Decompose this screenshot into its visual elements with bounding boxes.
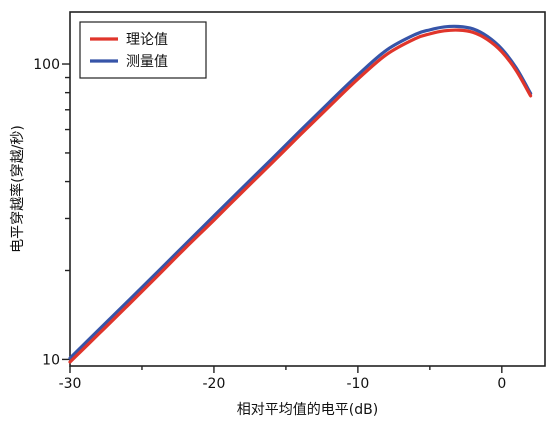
x-tick-label: -10 xyxy=(346,376,369,392)
series-lines xyxy=(68,24,533,364)
legend-label: 理论值 xyxy=(126,32,168,48)
legend-box xyxy=(79,21,207,79)
axes: -30 -20 -10 0 10 100 xyxy=(33,57,506,392)
x-tick-label: 0 xyxy=(497,376,506,392)
series-line-1 xyxy=(68,24,533,360)
series-line-0 xyxy=(68,28,533,364)
plot-area xyxy=(69,11,546,367)
legend-label: 测量值 xyxy=(126,54,168,70)
y-axis-title: 电平穿越率(穿越/秒) xyxy=(9,125,26,253)
y-tick-label: 100 xyxy=(33,57,60,73)
x-axis-title: 相对平均值的电平(dB) xyxy=(237,402,378,418)
x-tick-label: -30 xyxy=(59,376,82,392)
y-tick-label: 10 xyxy=(42,352,60,368)
plot-frame xyxy=(69,11,546,367)
x-tick-label: -20 xyxy=(203,376,226,392)
